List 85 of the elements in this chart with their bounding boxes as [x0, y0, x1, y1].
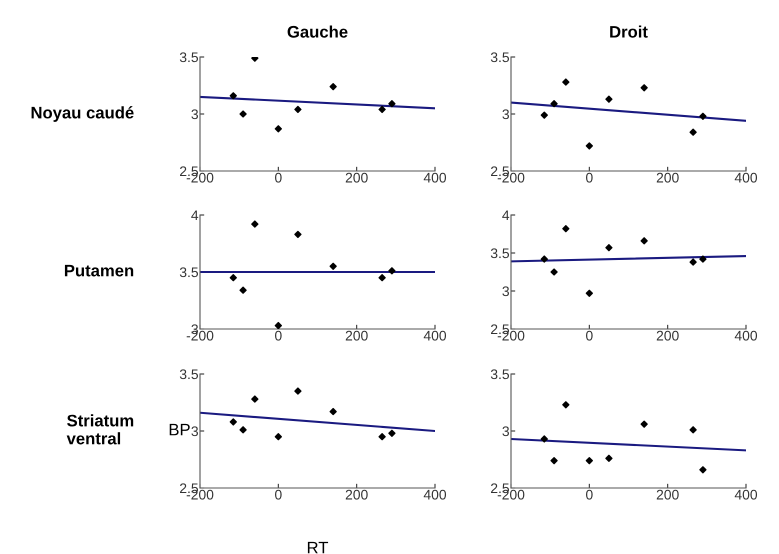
- point: [586, 142, 593, 150]
- x-tick-label: 400: [734, 330, 758, 341]
- y-tick-label: 3: [191, 109, 198, 120]
- point: [562, 401, 570, 408]
- point: [330, 262, 337, 270]
- x-tick-label: 400: [424, 490, 446, 500]
- point: [562, 78, 570, 86]
- y-tick-label: 3.5: [180, 267, 198, 278]
- point: [230, 274, 237, 282]
- point: [689, 128, 697, 136]
- point: [378, 433, 386, 440]
- x-tick-label: 0: [275, 172, 282, 183]
- point: [540, 112, 548, 119]
- x-axis-title: RT: [308, 542, 328, 554]
- x-tick-label: 0: [275, 330, 282, 341]
- x-tick-label: 400: [734, 172, 758, 183]
- y-tick-label: 3.5: [490, 52, 510, 62]
- point: [274, 433, 282, 440]
- point: [605, 96, 613, 103]
- point: [388, 430, 396, 437]
- point: [586, 290, 593, 297]
- point: [605, 244, 613, 252]
- point: [540, 435, 548, 443]
- point: [378, 106, 386, 114]
- point: [605, 454, 613, 462]
- point: [330, 83, 337, 90]
- y-tick-label: 3.5: [180, 52, 198, 62]
- point: [330, 408, 337, 416]
- x-tick-label: 0: [275, 490, 282, 500]
- y-axis-title: Noyau caudé: [32, 106, 134, 122]
- point: [550, 457, 558, 464]
- point: [251, 395, 258, 403]
- y-tick-label: 4: [191, 210, 198, 220]
- x-tick-label: 200: [656, 490, 679, 500]
- y-tick-label: 4: [502, 210, 510, 220]
- point: [640, 237, 648, 244]
- point: [388, 100, 396, 108]
- x-tick-label: 400: [424, 330, 446, 341]
- point: [230, 92, 237, 100]
- point: [586, 457, 593, 464]
- point: [239, 110, 247, 118]
- point: [550, 100, 558, 108]
- x-tick-label: 200: [346, 330, 368, 341]
- point: [239, 426, 247, 434]
- y-tick-label: 3.5: [490, 369, 510, 380]
- x-tick-label: 400: [424, 172, 446, 183]
- y-tick-label: 3: [502, 286, 509, 296]
- point: [699, 112, 707, 120]
- y-tick-label: 3: [502, 109, 509, 120]
- x-tick-label: 200: [346, 490, 368, 500]
- y-tick-label: 3: [502, 426, 509, 436]
- y-tick-label: 3.5: [180, 369, 198, 380]
- point: [689, 426, 697, 434]
- point: [294, 106, 302, 114]
- x-tick-label: 0: [586, 172, 593, 183]
- point: [378, 274, 386, 282]
- point: [689, 258, 697, 266]
- point: [640, 420, 648, 428]
- y-axis-title: Putamen: [64, 264, 134, 276]
- point: [251, 220, 258, 228]
- x-tick-label: 400: [734, 490, 758, 500]
- point: [274, 125, 282, 132]
- point: [699, 255, 707, 263]
- x-tick-label: 0: [586, 330, 593, 341]
- point: [239, 286, 247, 294]
- chart-title: Gauche: [288, 25, 348, 38]
- x-tick-label: 200: [346, 172, 368, 183]
- point: [388, 267, 396, 274]
- x-tick-label: 200: [656, 172, 679, 183]
- x-tick-label: 0: [586, 490, 593, 500]
- x-tick-label: 200: [656, 330, 679, 341]
- point: [294, 230, 302, 238]
- y-tick-label: 3: [191, 426, 198, 436]
- point: [230, 418, 237, 426]
- y-axis-title: Striatum ventral: [66, 414, 134, 444]
- y-tick-label: 3.5: [490, 248, 510, 258]
- text: BP: [170, 424, 190, 436]
- point: [294, 387, 302, 395]
- point: [699, 466, 707, 474]
- point: [562, 225, 570, 232]
- chart-title: Droit: [610, 25, 648, 38]
- point: [550, 268, 558, 276]
- point: [540, 255, 548, 263]
- point: [640, 84, 648, 92]
- point: [274, 322, 282, 329]
